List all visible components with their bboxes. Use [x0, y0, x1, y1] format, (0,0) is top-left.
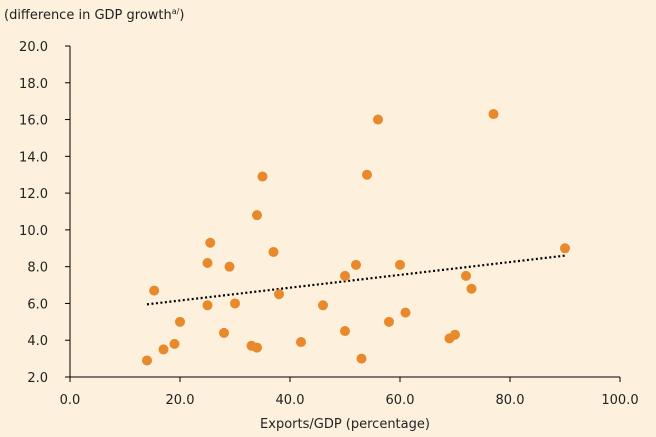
data-point [373, 114, 383, 125]
y-tick-label: 12.0 [19, 187, 48, 202]
y-tick-label: 10.0 [19, 224, 48, 239]
data-point [466, 283, 477, 294]
data-point [169, 338, 180, 349]
data-point [351, 259, 361, 270]
y-tick-label: 8.0 [27, 261, 48, 276]
x-tick-label: 60.0 [386, 393, 415, 408]
data-point [384, 316, 394, 327]
y-axis-label-text: (difference in GDP growth [4, 8, 172, 23]
x-tick-label: 20.0 [166, 393, 195, 408]
y-axis-label: (difference in GDP growtha/) [4, 7, 184, 23]
data-points [142, 109, 570, 366]
data-point [488, 109, 499, 120]
y-tick-label: 14.0 [19, 150, 48, 165]
data-point [395, 259, 405, 270]
data-point [340, 270, 350, 281]
data-point [362, 169, 372, 180]
data-point [318, 300, 328, 311]
data-point [252, 210, 262, 221]
x-tick-label: 40.0 [276, 393, 305, 408]
x-tick-label: 100.0 [601, 393, 638, 408]
data-point [340, 326, 350, 337]
data-point [450, 329, 460, 340]
data-point [158, 344, 169, 355]
y-tick-label: 2.0 [27, 371, 48, 386]
y-tick-label: 6.0 [27, 297, 48, 312]
data-point [252, 342, 262, 353]
y-axis-label-close: ) [179, 8, 184, 23]
x-axis: 0.0 20.0 40.0 60.0 80.0 100.0 [60, 376, 639, 408]
data-point [230, 298, 240, 309]
x-tick-label: 80.0 [496, 393, 525, 408]
data-point [356, 353, 367, 364]
data-point [202, 257, 213, 268]
data-point [296, 337, 306, 348]
data-point [268, 246, 279, 257]
data-point [205, 237, 216, 248]
y-tick-label: 20.0 [19, 40, 48, 55]
data-point [224, 261, 235, 272]
x-tick-label: 0.0 [60, 393, 81, 408]
data-point [257, 171, 268, 182]
data-point [219, 327, 229, 338]
x-axis-label: Exports/GDP (percentage) [260, 417, 430, 432]
data-point [175, 316, 185, 327]
y-tick-label: 16.0 [19, 114, 48, 129]
y-tick-label: 4.0 [27, 334, 48, 349]
data-point [274, 289, 284, 300]
data-point [142, 355, 152, 366]
data-point [560, 243, 570, 254]
data-point [202, 300, 213, 311]
data-point [149, 285, 160, 296]
data-point [461, 270, 471, 281]
y-tick-label: 18.0 [19, 77, 48, 92]
y-axis-label-footnote: a/ [172, 7, 180, 16]
data-point [400, 307, 411, 318]
y-axis: 2.0 4.0 6.0 8.0 10.0 12.0 14.0 16.0 18.0 20.0 [19, 40, 71, 386]
